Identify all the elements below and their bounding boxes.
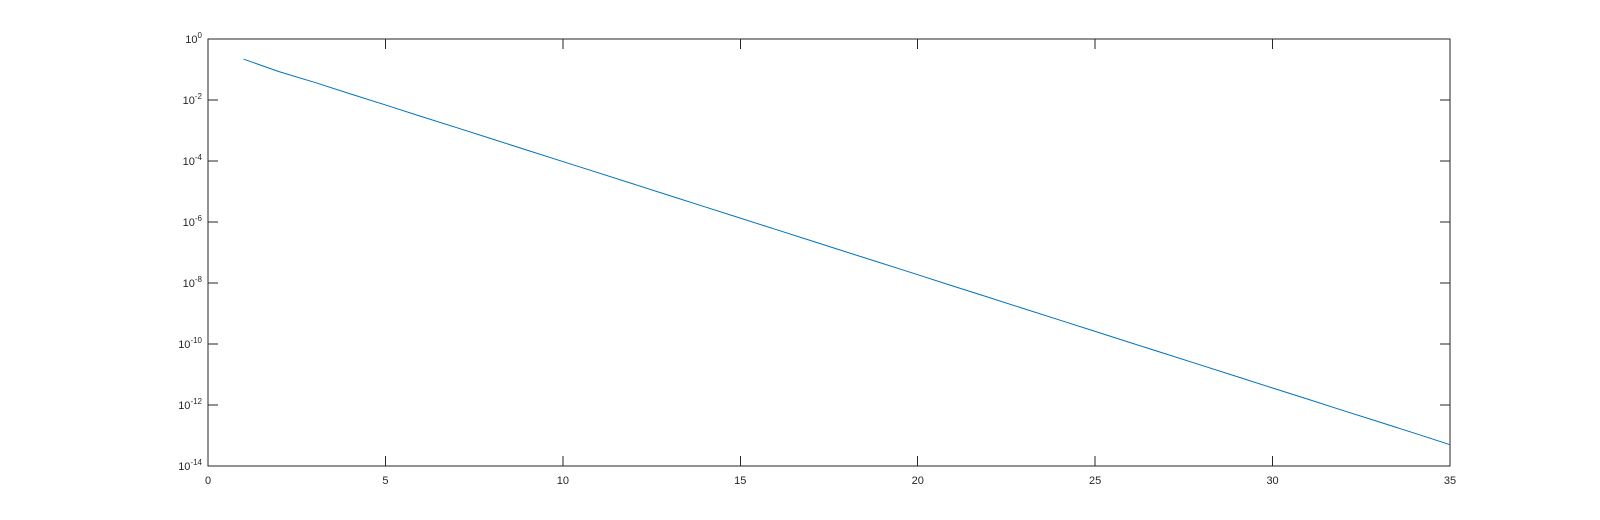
y-tick-label-base: 10 — [178, 339, 190, 351]
y-tick-label: 10-12 — [178, 397, 202, 412]
series-layer — [243, 58, 1451, 446]
x-tick-label: 15 — [734, 475, 746, 487]
x-tick-label: 5 — [382, 475, 388, 487]
x-tick-label: 25 — [1089, 475, 1101, 487]
y-tick-label-base: 10 — [183, 156, 195, 168]
series-line — [243, 58, 1451, 446]
y-tick-label-base: 10 — [178, 400, 190, 412]
y-tick-label-exponent: -14 — [190, 458, 202, 467]
x-tick-label: 30 — [1266, 475, 1278, 487]
y-tick-label-exponent: -12 — [190, 397, 202, 406]
y-tick-label: 10-2 — [183, 92, 203, 107]
y-tick-label: 10-14 — [178, 458, 202, 473]
x-axis-ticks: 0 5 10 15 20 25 30 35 — [205, 39, 1456, 487]
axes — [207, 38, 1451, 467]
y-tick-label-exponent: -4 — [195, 153, 203, 162]
y-tick-label-exponent: 0 — [198, 31, 203, 40]
y-tick-label-base: 10 — [183, 217, 195, 229]
y-tick-label: 100 — [185, 31, 202, 46]
y-tick-label: 10-4 — [183, 153, 203, 168]
x-tick-label: 20 — [912, 475, 924, 487]
x-tick-label: 35 — [1444, 475, 1456, 487]
y-tick-label-base: 10 — [183, 278, 195, 290]
y-tick-label-exponent: -10 — [190, 336, 202, 345]
plot-box — [207, 38, 1451, 467]
y-tick-label-base: 10 — [178, 461, 190, 473]
y-tick-label: 10-6 — [183, 214, 203, 229]
y-tick-label-exponent: -6 — [195, 214, 203, 223]
y-tick-label-exponent: -8 — [195, 275, 203, 284]
y-tick-label-base: 10 — [183, 95, 195, 107]
x-tick-label: 0 — [205, 475, 211, 487]
y-tick-label: 10-10 — [178, 336, 202, 351]
y-tick-label: 10-8 — [183, 275, 203, 290]
y-tick-label-exponent: -2 — [195, 92, 203, 101]
x-tick-label: 10 — [557, 475, 569, 487]
y-tick-label-base: 10 — [185, 34, 197, 46]
